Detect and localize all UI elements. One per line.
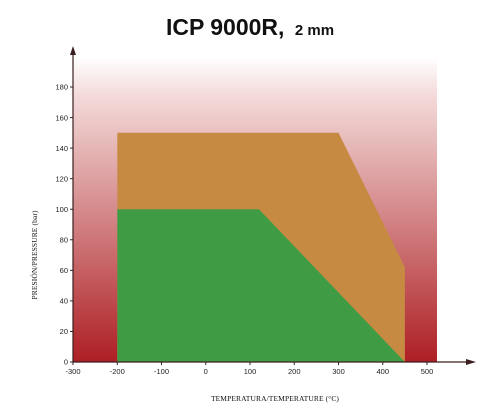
y-tick-label: 120 xyxy=(55,174,68,183)
x-tick-label: -200 xyxy=(110,367,125,376)
x-tick-label: 300 xyxy=(332,367,345,376)
y-tick-label: 0 xyxy=(64,358,68,367)
x-axis-title: TEMPERATURA/TEMPERATURE (°C) xyxy=(211,394,339,403)
y-axis-title: PRESIÓN/PRESSURE (bar) xyxy=(29,210,39,299)
y-tick-label: 20 xyxy=(60,327,68,336)
y-tick-label: 160 xyxy=(55,113,68,122)
series-area-2 xyxy=(117,209,405,362)
y-tick-label: 180 xyxy=(55,83,68,92)
x-tick-label: 500 xyxy=(421,367,434,376)
y-tick-label: 60 xyxy=(60,266,68,275)
x-axis-arrow-icon xyxy=(466,359,476,365)
chart-title-block: ICP 9000R, 2 mm xyxy=(0,14,500,41)
y-tick-label: 100 xyxy=(55,205,68,214)
x-tick-label: 0 xyxy=(204,367,208,376)
y-tick-label: 80 xyxy=(60,235,68,244)
y-axis-arrow-icon xyxy=(70,46,76,55)
x-tick-label: 400 xyxy=(376,367,389,376)
chart-subtitle: 2 mm xyxy=(294,22,335,39)
x-tick-label: 200 xyxy=(288,367,301,376)
x-tick-label: -300 xyxy=(65,367,80,376)
x-tick-label: -100 xyxy=(154,367,169,376)
x-tick-label: 100 xyxy=(244,367,257,376)
y-tick-label: 40 xyxy=(60,297,68,306)
y-tick-label: 140 xyxy=(55,144,68,153)
chart-title: ICP 9000R, xyxy=(165,14,285,40)
